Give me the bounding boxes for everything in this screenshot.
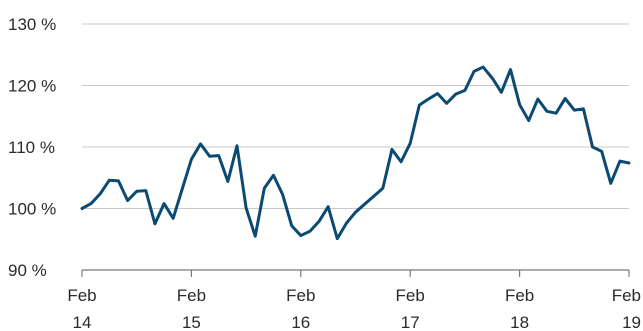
series-layer	[82, 67, 629, 239]
x-tick-label-month: Feb	[396, 286, 425, 305]
x-tick-label-year: 17	[401, 313, 420, 331]
x-tick-label-month: Feb	[612, 286, 641, 305]
x-tick-label-year: 14	[73, 313, 92, 331]
x-tick-label-year: 18	[510, 313, 529, 331]
y-tick-label: 110 %	[8, 138, 55, 157]
x-axis-tick-labels: Feb 14 Feb 15 Feb 16 Feb 17 Feb 18 Feb 19	[67, 286, 641, 331]
x-tick-label-month: Feb	[67, 286, 96, 305]
y-tick-label: 100 %	[8, 200, 56, 219]
x-tick-label-month: Feb	[286, 286, 315, 305]
x-tick-label-year: 19	[622, 313, 641, 331]
y-tick-label: 130 %	[8, 15, 56, 34]
x-tick-label-month: Feb	[505, 286, 534, 305]
x-tick-label-month: Feb	[177, 286, 206, 305]
series-line-0	[82, 67, 629, 239]
x-tick-label-year: 15	[182, 313, 201, 331]
x-tick-label-year: 16	[291, 313, 310, 331]
grid-layer	[82, 24, 629, 209]
x-axis	[82, 270, 629, 277]
y-axis-tick-labels: 90 % 100 % 110 % 120 % 130 %	[8, 15, 56, 280]
y-tick-label: 120 %	[8, 77, 56, 96]
y-tick-label: 90 %	[8, 261, 47, 280]
